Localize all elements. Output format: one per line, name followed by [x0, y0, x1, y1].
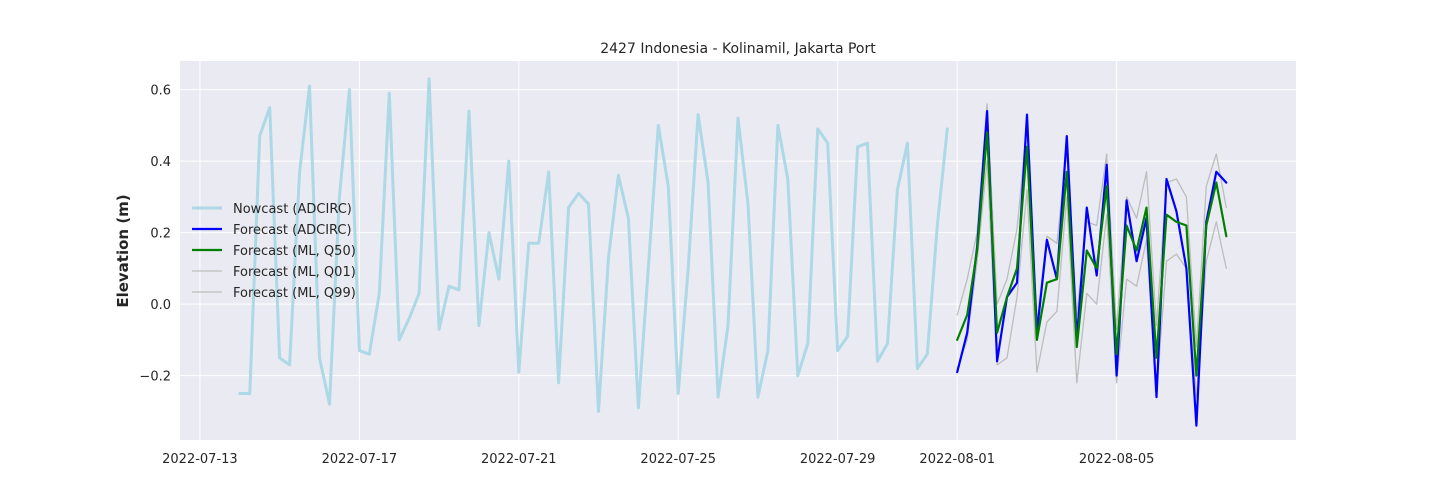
x-tick-label: 2022-07-13: [162, 452, 238, 467]
chart-title: 2427 Indonesia - Kolinamil, Jakarta Port: [600, 41, 876, 57]
x-tick-label: 2022-07-17: [322, 452, 398, 467]
series-line-2: [956, 131, 1228, 377]
x-tick-label: 2022-07-25: [640, 452, 716, 467]
x-axis-ticks: 2022-07-13 2022-07-17 2022-07-21 2022-07-25…: [162, 452, 1154, 467]
y-axis-label: Elevation (m): [114, 194, 132, 307]
y-tick-label: −0.2: [139, 370, 171, 385]
series-line-4: [956, 103, 1227, 348]
series-line-3: [956, 160, 1227, 398]
legend-label: Nowcast (ADCIRC): [233, 202, 352, 217]
legend: Nowcast (ADCIRC) Forecast (ADCIRC) Forecas…: [192, 202, 356, 301]
y-tick-label: 0.0: [150, 298, 171, 313]
legend-label: Forecast (ML, Q50): [233, 244, 356, 259]
y-tick-label: 0.4: [150, 155, 171, 170]
x-tick-label: 2022-08-05: [1079, 452, 1155, 467]
y-tick-label: 0.6: [150, 84, 171, 99]
legend-label: Forecast (ADCIRC): [233, 223, 352, 238]
x-tick-label: 2022-08-01: [919, 452, 995, 467]
series-line-0: [238, 77, 949, 413]
y-axis-ticks: −0.2 0.0 0.2 0.4 0.6: [139, 84, 171, 385]
series-line-1: [956, 109, 1228, 427]
legend-label: Forecast (ML, Q01): [233, 265, 356, 280]
series-layer: [238, 77, 1228, 427]
x-tick-label: 2022-07-21: [481, 452, 557, 467]
y-tick-label: 0.2: [150, 227, 171, 242]
x-tick-label: 2022-07-29: [800, 452, 876, 467]
legend-label: Forecast (ML, Q99): [233, 286, 356, 301]
